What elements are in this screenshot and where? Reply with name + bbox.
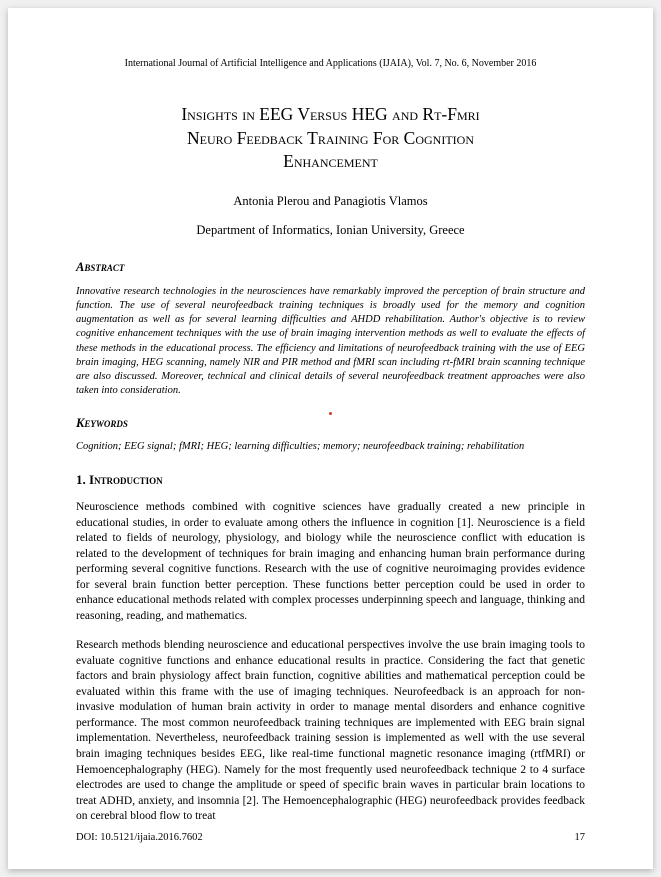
abstract-heading: Abstract — [76, 260, 585, 275]
doi-text: DOI: 10.5121/ijaia.2016.7602 — [76, 832, 203, 843]
paper-page: International Journal of Artificial Inte… — [8, 8, 653, 869]
title-line-2: Neuro Feedback Training For Cognition — [187, 128, 474, 148]
title-line-1: Insights in EEG Versus HEG and Rt-Fmri — [181, 104, 479, 124]
paper-title: Insights in EEG Versus HEG and Rt-Fmri N… — [76, 103, 585, 174]
page-footer: DOI: 10.5121/ijaia.2016.7602 17 — [76, 832, 585, 843]
title-line-3: Enhancement — [283, 151, 378, 171]
page-number: 17 — [575, 832, 586, 843]
keywords-heading: Keywords — [76, 416, 585, 431]
red-dot-icon — [329, 412, 332, 415]
intro-paragraph-1: Neuroscience methods combined with cogni… — [76, 500, 585, 624]
authors: Antonia Plerou and Panagiotis Vlamos — [76, 194, 585, 209]
affiliation: Department of Informatics, Ionian Univer… — [76, 223, 585, 238]
introduction-heading: 1. Introduction — [76, 472, 585, 488]
red-dot-wrap — [76, 402, 585, 410]
abstract-text: Innovative research technologies in the … — [76, 285, 585, 398]
keywords-text: Cognition; EEG signal; fMRI; HEG; learni… — [76, 441, 585, 452]
intro-paragraph-2: Research methods blending neuroscience a… — [76, 638, 585, 824]
journal-header: International Journal of Artificial Inte… — [76, 58, 585, 69]
